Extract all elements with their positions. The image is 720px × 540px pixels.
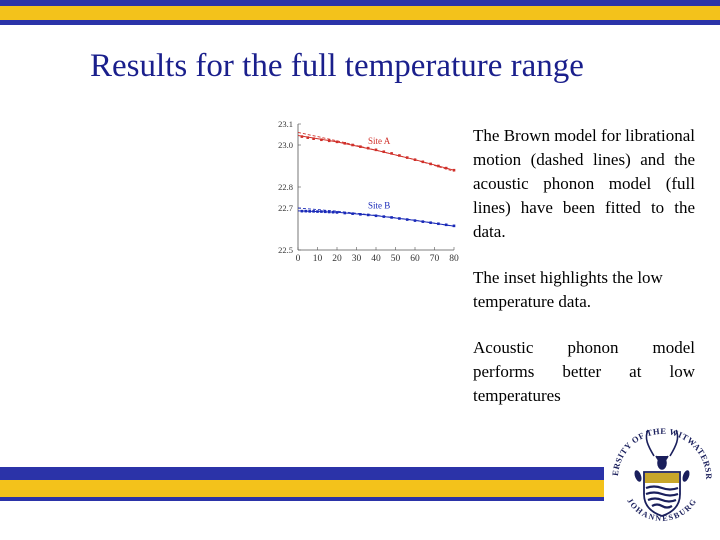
- data-point: [413, 158, 417, 161]
- x-tick-label: 60: [410, 254, 420, 264]
- data-point: [413, 219, 417, 222]
- data-point: [405, 218, 409, 221]
- data-point: [351, 143, 354, 147]
- data-point: [429, 162, 432, 166]
- data-point: [300, 135, 304, 138]
- series-label: Site B: [368, 200, 390, 210]
- data-point: [374, 148, 378, 152]
- data-point: [331, 210, 335, 214]
- data-point: [421, 220, 425, 223]
- data-point: [308, 210, 311, 213]
- data-point: [444, 223, 448, 227]
- slide-title: Results for the full temperature range: [90, 48, 584, 84]
- data-point: [306, 136, 310, 139]
- x-tick-label: 0: [296, 254, 301, 264]
- y-tick-label: 23.0: [278, 140, 293, 150]
- data-point: [444, 166, 448, 170]
- y-tick-label: 22.5: [278, 245, 293, 255]
- x-tick-label: 70: [430, 254, 440, 264]
- data-point: [335, 211, 339, 214]
- data-point: [320, 138, 323, 142]
- data-point: [327, 139, 331, 143]
- text-column: The Brown model for librational motion (…: [473, 124, 695, 430]
- paragraph-fit-description: The Brown model for librational motion (…: [473, 126, 695, 241]
- data-point: [343, 211, 347, 215]
- data-point: [359, 213, 362, 216]
- data-point: [312, 137, 315, 140]
- antelope-icon: [645, 429, 679, 470]
- x-tick-label: 50: [391, 254, 401, 264]
- y-tick-label: 22.7: [278, 203, 293, 213]
- footer-stripe-gold: [0, 480, 720, 497]
- x-tick-label: 10: [313, 254, 323, 264]
- shield-icon: [643, 471, 681, 517]
- data-point: [324, 210, 327, 214]
- x-tick-label: 30: [352, 254, 362, 264]
- data-point: [437, 164, 440, 168]
- university-crest-logo: UNIVERSITY OF THE WITWATERSRAND JOHANNES…: [604, 416, 720, 540]
- data-point: [452, 224, 456, 228]
- x-tick-label: 20: [332, 254, 342, 264]
- data-point: [398, 217, 401, 220]
- data-point: [374, 214, 378, 218]
- data-point: [320, 210, 323, 213]
- data-point: [300, 209, 304, 213]
- data-point: [335, 140, 339, 144]
- data-point: [405, 156, 409, 159]
- data-point: [366, 213, 370, 217]
- header-stripe-blue: [0, 0, 720, 6]
- data-point: [437, 222, 440, 226]
- header-stripe-gold: [0, 6, 720, 20]
- paragraph-conclusion: Acoustic phonon model performs better at…: [473, 338, 695, 405]
- data-point: [312, 210, 315, 213]
- data-point: [390, 152, 393, 155]
- footer-stripe-blue: [0, 467, 720, 480]
- data-point: [421, 160, 425, 164]
- paragraph-inset-note: The inset highlights the low temperature…: [473, 268, 663, 311]
- data-point: [382, 150, 386, 154]
- data-point: [304, 209, 308, 213]
- data-point: [390, 216, 393, 219]
- data-point: [343, 142, 347, 145]
- data-point: [359, 145, 362, 148]
- data-point: [366, 146, 370, 150]
- x-tick-label: 40: [371, 254, 381, 264]
- y-tick-label: 22.8: [278, 182, 293, 192]
- y-tick-label: 23.1: [278, 119, 293, 129]
- footer-stripe-blue-lower: [0, 497, 720, 501]
- data-point: [327, 210, 331, 214]
- header-stripe-blue-lower: [0, 20, 720, 25]
- x-tick-label: 80: [449, 254, 459, 264]
- temperature-chart: 22.5 22.7 22.8 23.0 23.1 0 10 20 30 40 50 60 70 80 Sit…: [278, 119, 459, 264]
- data-point: [351, 212, 354, 215]
- series-label: Site A: [368, 136, 391, 146]
- data-point: [398, 154, 401, 157]
- data-point: [452, 168, 456, 172]
- data-point: [429, 221, 432, 224]
- laurel-icon: [634, 470, 690, 482]
- data-point: [316, 210, 319, 213]
- data-point: [382, 215, 386, 218]
